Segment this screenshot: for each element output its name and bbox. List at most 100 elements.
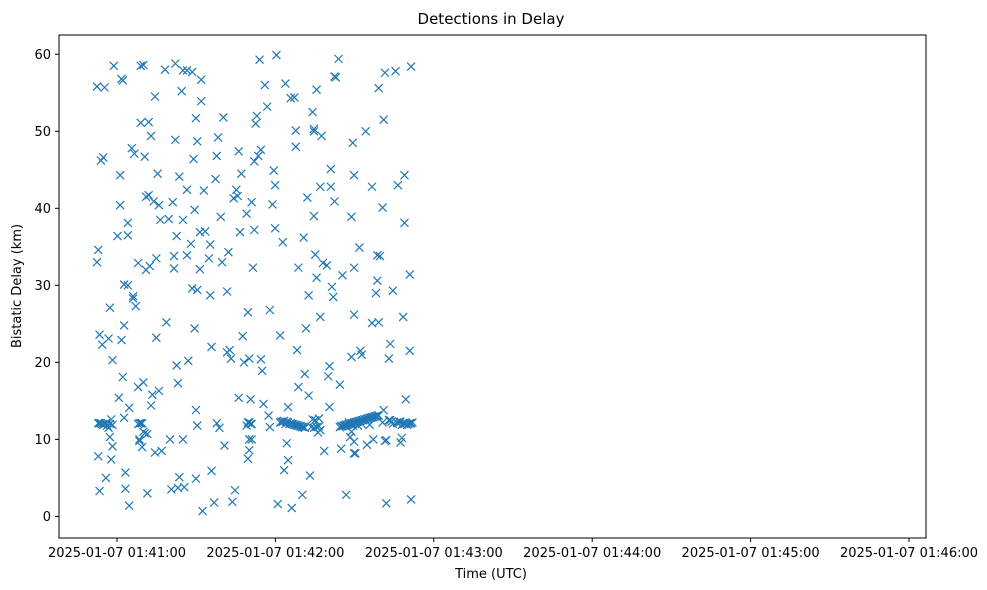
data-point-x-marker <box>131 301 141 311</box>
data-point-x-marker <box>186 239 196 249</box>
data-point-x-marker <box>213 133 223 142</box>
data-point-x-marker <box>151 253 161 263</box>
data-point-x-marker <box>140 152 150 162</box>
data-point-x-marker <box>309 124 319 134</box>
data-point-x-marker <box>341 490 351 500</box>
data-point-x-marker <box>391 66 400 76</box>
data-point-x-marker <box>349 263 359 273</box>
data-point-x-marker <box>405 346 415 356</box>
data-point-x-marker <box>289 92 299 102</box>
data-point-x-marker <box>138 60 148 70</box>
data-point-x-marker <box>251 119 261 129</box>
data-point-x-marker <box>113 231 122 241</box>
data-point-x-marker <box>326 164 336 174</box>
data-point-x-marker <box>123 230 133 240</box>
data-point-x-marker <box>397 433 407 443</box>
data-point-x-marker <box>144 117 154 127</box>
data-point-x-marker <box>249 156 259 166</box>
data-point-x-marker <box>246 419 256 429</box>
data-point-x-marker <box>286 93 296 103</box>
data-point-x-marker <box>137 442 147 452</box>
data-point-x-marker <box>191 405 201 415</box>
data-point-x-marker <box>244 445 254 455</box>
data-point-x-marker <box>405 418 415 428</box>
data-point-x-marker <box>348 138 358 148</box>
data-point-x-marker <box>136 418 146 428</box>
data-point-x-marker <box>207 466 216 476</box>
data-point-x-marker <box>142 429 152 439</box>
data-point-x-marker <box>164 214 174 224</box>
data-point-x-marker <box>317 131 327 141</box>
data-point-x-marker <box>123 218 133 228</box>
data-point-x-marker <box>319 446 329 456</box>
data-point-x-marker <box>309 211 319 221</box>
data-point-x-marker <box>239 357 249 367</box>
data-points <box>92 50 417 516</box>
data-point-x-marker <box>105 303 115 313</box>
data-point-x-marker <box>304 391 314 400</box>
data-point-x-marker <box>381 498 391 508</box>
data-point-x-marker <box>326 182 336 192</box>
data-point-x-marker <box>396 417 405 427</box>
data-point-x-marker <box>117 335 126 345</box>
data-point-x-marker <box>109 61 119 71</box>
data-point-x-marker <box>196 75 206 85</box>
data-point-x-marker <box>124 501 134 511</box>
data-point-x-marker <box>187 284 197 293</box>
data-point-x-marker <box>178 66 188 75</box>
data-point-x-marker <box>234 393 244 403</box>
data-point-x-marker <box>160 65 170 75</box>
data-point-x-marker <box>253 151 263 161</box>
data-point-x-marker <box>172 231 182 241</box>
data-point-x-marker <box>178 215 188 225</box>
data-point-x-marker <box>149 196 159 206</box>
data-point-x-marker <box>192 136 202 146</box>
data-point-x-marker <box>257 366 267 376</box>
x-axis: 2025-01-07 01:41:00 2025-01-07 01:42:00 20… <box>48 538 978 561</box>
y-axis-title: Bistatic Delay (km) <box>10 224 25 348</box>
data-point-x-marker <box>123 280 133 290</box>
data-point-x-marker <box>192 285 202 295</box>
data-point-x-marker <box>144 190 154 200</box>
data-point-x-marker <box>264 411 273 420</box>
data-point-x-marker <box>93 245 103 255</box>
data-point-x-marker <box>312 273 322 283</box>
data-point-x-marker <box>406 495 416 504</box>
data-point-x-marker <box>282 438 292 448</box>
data-point-x-marker <box>368 434 378 444</box>
data-point-x-marker <box>312 85 322 95</box>
data-point-x-marker <box>283 455 293 465</box>
data-point-x-marker <box>265 305 275 315</box>
x-axis-title: Time (UTC) <box>454 567 527 582</box>
data-point-x-marker <box>218 112 228 122</box>
data-point-x-marker <box>331 72 341 82</box>
data-point-x-marker <box>372 276 382 286</box>
plot-frame <box>58 34 927 539</box>
data-point-x-marker <box>315 425 325 435</box>
data-point-x-marker <box>191 474 201 484</box>
data-point-x-marker <box>92 257 102 267</box>
data-point-x-marker <box>336 444 346 454</box>
data-point-x-marker <box>205 240 215 249</box>
data-point-x-marker <box>119 413 129 423</box>
data-point-x-marker <box>308 414 318 424</box>
data-point-x-marker <box>191 113 201 123</box>
data-point-x-marker <box>260 80 270 90</box>
data-point-x-marker <box>297 490 307 500</box>
data-point-x-marker <box>141 192 151 202</box>
data-point-x-marker <box>365 420 375 430</box>
data-point-x-marker <box>101 473 111 483</box>
data-point-x-marker <box>146 401 156 410</box>
data-point-x-marker <box>283 402 293 412</box>
data-point-x-marker <box>334 54 343 64</box>
data-point-x-marker <box>222 287 232 296</box>
data-point-x-marker <box>349 170 359 180</box>
data-point-x-marker <box>211 174 220 184</box>
data-point-x-marker <box>270 223 280 233</box>
data-point-x-marker <box>98 153 108 162</box>
data-point-x-marker <box>338 270 347 280</box>
y-tick-label: 50 <box>34 125 51 140</box>
chart-title: Detections in Delay <box>418 10 565 28</box>
data-point-x-marker <box>121 484 130 494</box>
